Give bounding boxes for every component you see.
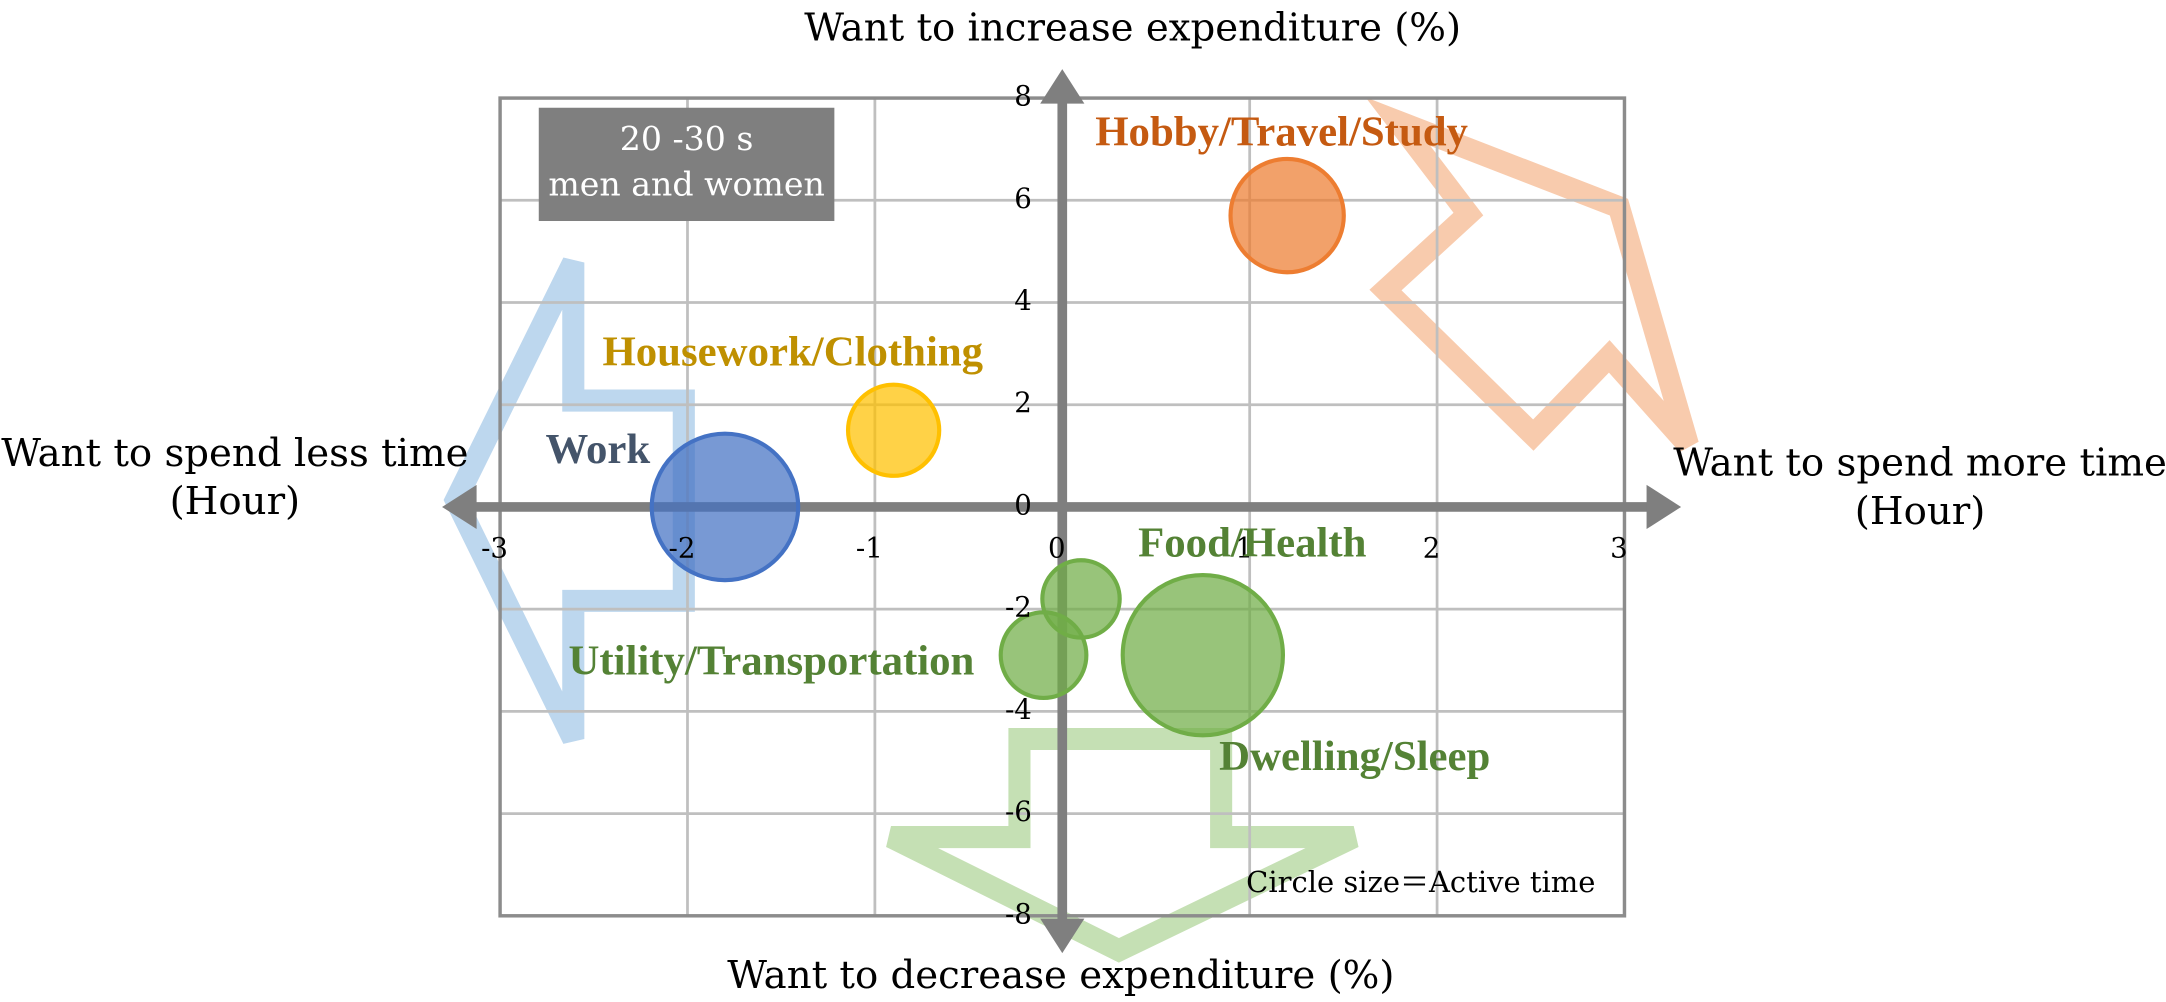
y-tick-label: 4 (1014, 284, 1032, 317)
group-label: 20 -30 s (620, 119, 754, 158)
x-tick-label: 1 (1235, 531, 1253, 564)
series-label: Dwelling/Sleep (1219, 733, 1490, 780)
series-label: Housework/Clothing (602, 329, 983, 376)
y-tick-label: -4 (1005, 693, 1032, 726)
bubble (1228, 156, 1346, 275)
arrowhead (442, 484, 477, 530)
y-tick-label: 8 (1014, 80, 1032, 113)
y-tick-label: 0 (1014, 488, 1032, 521)
y-tick-label: 6 (1014, 182, 1032, 215)
x-tick-label: 3 (1610, 531, 1628, 564)
x-tick-label: 2 (1423, 531, 1441, 564)
y-tick-label: -6 (1005, 795, 1032, 828)
arrowhead (1040, 69, 1085, 104)
series-label: Food/Health (1138, 519, 1367, 566)
decor-arrow-left (443, 257, 695, 744)
series-label: Utility/Transportation (568, 638, 974, 685)
arrowhead (1040, 918, 1085, 954)
decor-arrow-down (886, 727, 1359, 963)
axis-label-bottom: Want to decrease expenditure (%) (727, 953, 1394, 998)
axis-label-left: (Hour) (170, 479, 301, 524)
group-label: men and women (548, 164, 824, 203)
axis-label-right: (Hour) (1855, 489, 1986, 534)
axis-label-right: Want to spend more time (1673, 441, 2166, 486)
group-box (538, 107, 835, 222)
arrowhead (1646, 484, 1682, 530)
axis-label-left: Want to spend less time (1, 431, 468, 476)
axis-label-top: Want to increase expenditure (%) (804, 5, 1461, 50)
decor-arrow-right (1365, 97, 1699, 453)
series-label: Hobby/Travel/Study (1095, 108, 1468, 155)
y-tick-label: -8 (1005, 897, 1032, 930)
x-tick-label: 0 (1048, 531, 1066, 564)
bubble (649, 431, 801, 583)
bubble (1120, 572, 1286, 738)
y-tick-label: 2 (1014, 386, 1032, 419)
x-tick-label: -2 (669, 531, 696, 564)
y-tick-label: -2 (1005, 591, 1032, 624)
x-tick-label: -1 (856, 531, 883, 564)
size-note: Circle size＝Active time (1246, 865, 1595, 899)
bubble (845, 382, 942, 478)
x-tick-label: -3 (481, 531, 508, 564)
bubble (998, 610, 1089, 701)
series-label: Work (546, 426, 651, 473)
